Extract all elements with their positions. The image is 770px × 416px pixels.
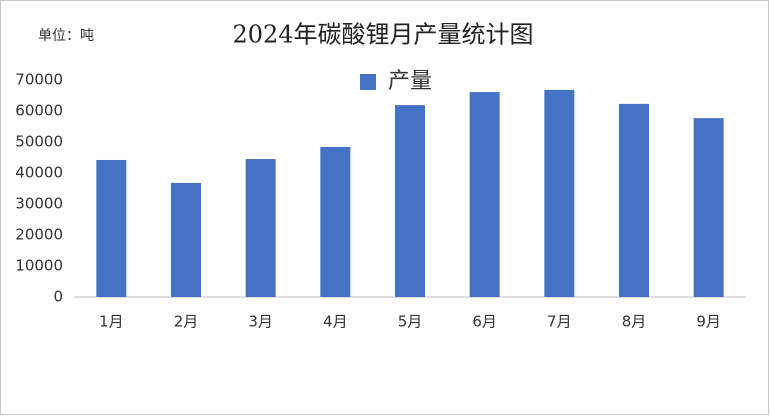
- y-tick-label: 60000: [15, 102, 63, 120]
- x-tick-label: 2月: [174, 313, 199, 331]
- bar: [96, 159, 127, 297]
- chart-title: 2024年碳酸锂月产量统计图: [232, 21, 533, 49]
- legend-label: 产量: [388, 69, 432, 94]
- x-tick-label: 3月: [248, 313, 273, 331]
- y-tick-label: 10000: [15, 257, 63, 275]
- x-tick-label: 4月: [323, 313, 348, 331]
- x-tick-label: 7月: [547, 313, 572, 331]
- x-tick-label: 8月: [622, 313, 647, 331]
- bar: [245, 159, 276, 297]
- bar: [693, 118, 724, 297]
- y-tick-label: 70000: [15, 71, 63, 89]
- x-tick-label: 1月: [99, 313, 124, 331]
- bar: [619, 103, 649, 298]
- bar: [320, 146, 351, 297]
- bar: [544, 89, 575, 297]
- y-tick-label: 20000: [15, 226, 63, 244]
- unit-label: 单位：吨: [38, 28, 94, 44]
- y-tick-label: 30000: [15, 195, 63, 213]
- x-tick-label: 6月: [472, 313, 497, 331]
- legend-swatch: [360, 74, 376, 90]
- bar: [171, 182, 201, 297]
- y-tick-label: 0: [53, 288, 63, 306]
- x-tick-label: 5月: [398, 313, 423, 331]
- y-tick-label: 50000: [15, 133, 63, 151]
- bar: [395, 105, 425, 297]
- y-tick-label: 40000: [15, 164, 63, 182]
- bar: [469, 92, 500, 297]
- x-tick-label: 9月: [696, 313, 721, 331]
